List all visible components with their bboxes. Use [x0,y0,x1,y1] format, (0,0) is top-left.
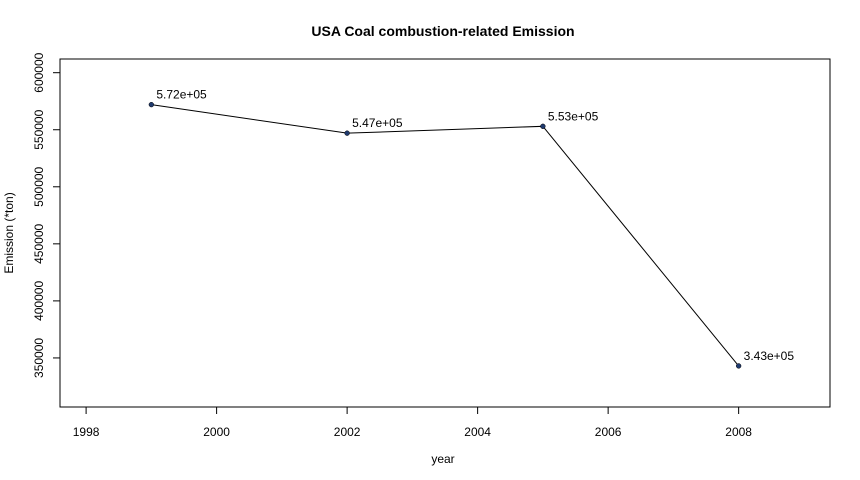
y-axis: 350000 400000 450000 500000 550000 600000 [32,52,61,378]
chart-title: USA Coal combustion-related Emission [311,23,574,39]
data-point [148,101,155,108]
y-axis-label: Emission (*ton) [2,192,16,273]
x-tick-label: 2002 [334,425,361,439]
x-axis-label: year [431,452,454,466]
y-tick-label: 450000 [32,223,46,263]
x-tick-label: 2006 [595,425,622,439]
y-tick-label: 600000 [32,52,46,92]
data-label: 3.43e+05 [744,349,795,363]
x-tick-label: 2008 [725,425,752,439]
data-label: 5.72e+05 [156,88,207,102]
x-tick-label: 1998 [73,425,100,439]
data-label: 5.47e+05 [352,116,403,130]
series-line [151,104,740,367]
data-point [344,130,350,136]
x-tick-label: 2000 [203,425,230,439]
y-tick-label: 550000 [32,109,46,149]
series-group: 5.72e+05 5.47e+05 5.53e+05 3.43e+05 [148,88,795,369]
x-tick-label: 2004 [464,425,491,439]
data-point [735,363,742,369]
x-axis: 1998 2000 2002 2004 2006 2008 [73,406,752,439]
y-tick-label: 500000 [32,166,46,206]
y-tick-label: 400000 [32,281,46,321]
data-label: 5.53e+05 [548,109,599,123]
y-tick-label: 350000 [32,338,46,378]
data-point [540,123,546,129]
plot-frame [59,58,831,408]
